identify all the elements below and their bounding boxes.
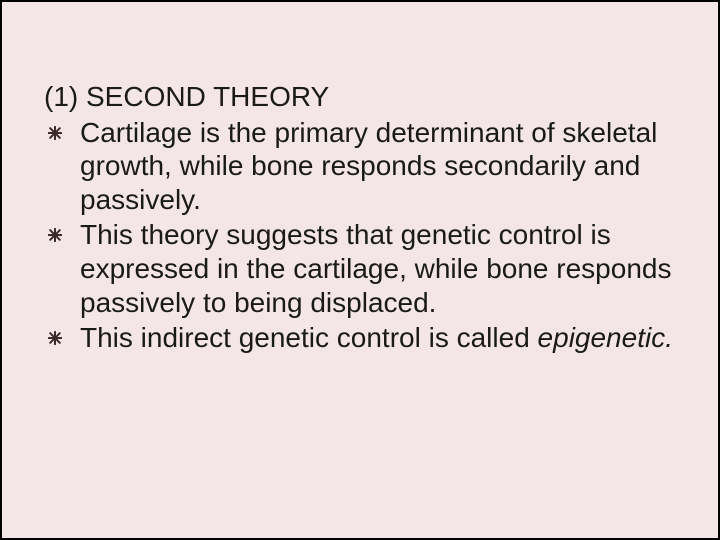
asterisk-bullet-icon	[48, 331, 62, 345]
bullet-item: Cartilage is the primary determinant of …	[44, 116, 676, 217]
slide: (1) SECOND THEORY Cartilage is the prima…	[0, 0, 720, 540]
bullet-list: Cartilage is the primary determinant of …	[44, 116, 676, 355]
asterisk-bullet-icon	[48, 228, 62, 242]
slide-heading: (1) SECOND THEORY	[44, 80, 676, 114]
bullet-text: Cartilage is the primary determinant of …	[80, 117, 657, 215]
bullet-item: This theory suggests that genetic contro…	[44, 218, 676, 319]
slide-content: (1) SECOND THEORY Cartilage is the prima…	[44, 80, 676, 357]
asterisk-bullet-icon	[48, 126, 62, 140]
bullet-item: This indirect genetic control is called …	[44, 321, 676, 355]
bullet-text: This indirect genetic control is called …	[80, 322, 673, 353]
bullet-text: This theory suggests that genetic contro…	[80, 219, 671, 317]
